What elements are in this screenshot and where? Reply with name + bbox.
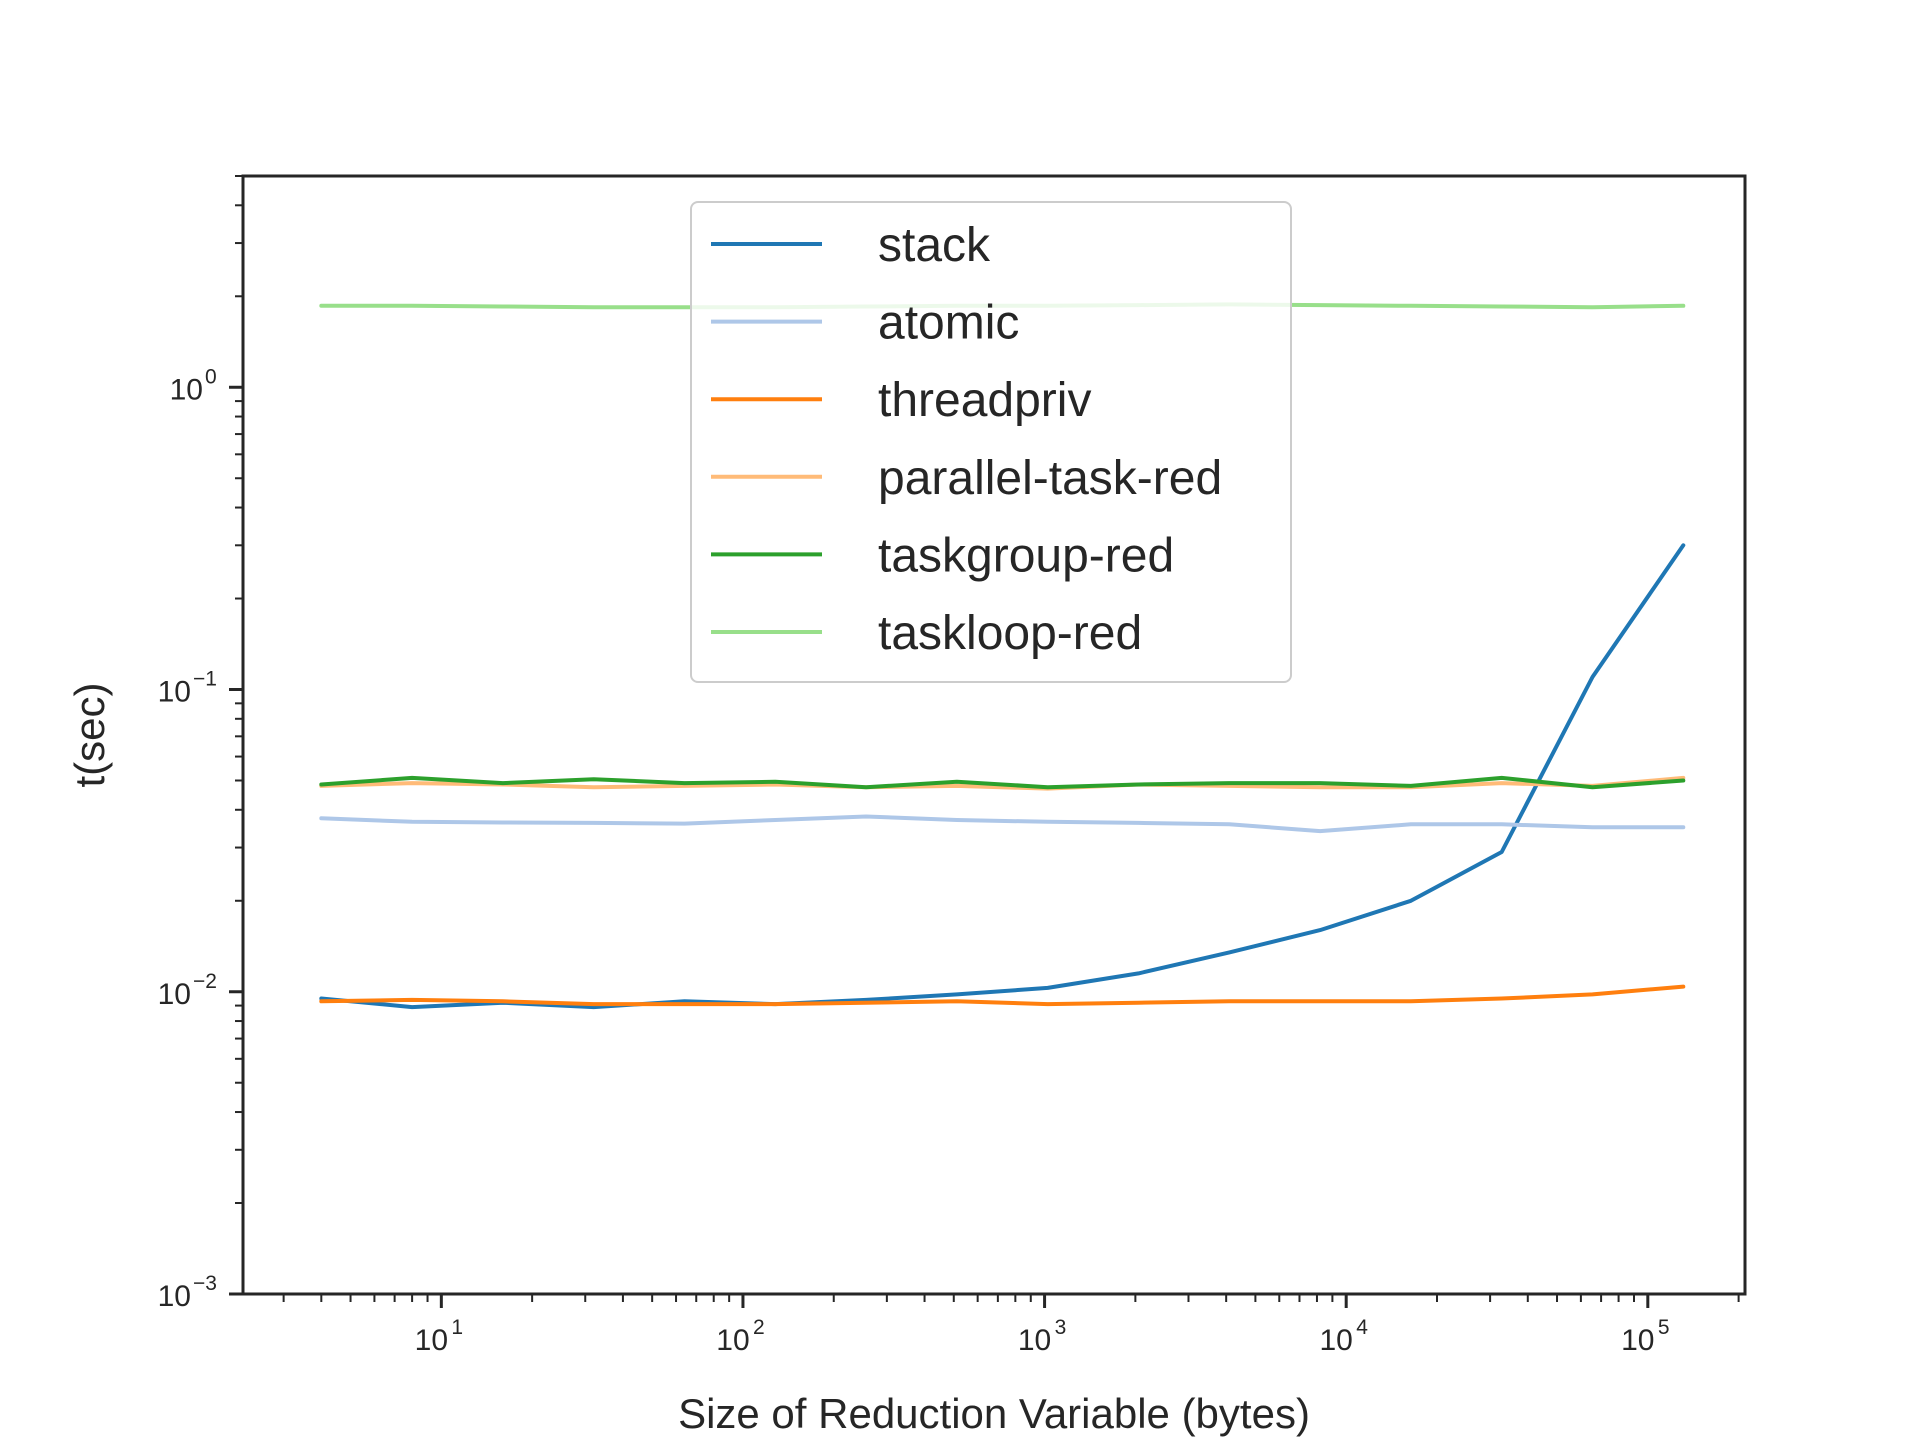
plot-frame xyxy=(241,174,1747,1296)
legend-label-taskgroup-red: taskgroup-red xyxy=(878,529,1174,582)
y-tick-label: 10 xyxy=(158,1280,191,1313)
x-tick-label: 10 xyxy=(716,1324,749,1357)
legend: stack atomic threadpriv parallel-task-red ta… xyxy=(690,201,1292,683)
x-tick-exponent: 3 xyxy=(1055,1316,1067,1339)
series-line-taskgroup-red xyxy=(319,775,1686,790)
y-tick-exponent: −2 xyxy=(193,970,217,993)
y-axis-label: t(sec) xyxy=(66,683,113,788)
legend-box xyxy=(690,201,1292,683)
series-line-atomic xyxy=(319,814,1686,834)
x-tick-exponent: 2 xyxy=(753,1316,765,1339)
y-tick-label: 10 xyxy=(158,676,191,709)
x-tick-label: 10 xyxy=(1018,1324,1051,1357)
legend-label-taskloop-red: taskloop-red xyxy=(878,607,1142,660)
legend-label-stack: stack xyxy=(878,219,991,272)
legend-label-threadpriv: threadpriv xyxy=(878,374,1091,427)
x-tick-exponent: 1 xyxy=(451,1316,463,1339)
legend-label-parallel-task-red: parallel-task-red xyxy=(878,452,1222,505)
x-axis: 10 1 10 2 10 3 10 4 10 5 xyxy=(282,1294,1740,1357)
y-tick-exponent: −3 xyxy=(193,1272,217,1295)
y-tick-label: 10 xyxy=(170,373,203,406)
y-tick-exponent: −1 xyxy=(193,668,217,691)
x-tick-exponent: 4 xyxy=(1356,1316,1368,1339)
x-tick-label: 10 xyxy=(1621,1324,1654,1357)
x-tick-label: 10 xyxy=(415,1324,448,1357)
x-tick-exponent: 5 xyxy=(1658,1316,1670,1339)
series-line-parallel-task-red xyxy=(319,775,1686,791)
series-line-threadpriv xyxy=(319,984,1686,1007)
y-tick-exponent: 0 xyxy=(205,365,217,388)
series-line-stack xyxy=(319,543,1686,1010)
x-tick-label: 10 xyxy=(1320,1324,1353,1357)
y-tick-label: 10 xyxy=(158,978,191,1011)
x-axis-label: Size of Reduction Variable (bytes) xyxy=(678,1390,1310,1437)
legend-label-atomic: atomic xyxy=(878,297,1019,350)
